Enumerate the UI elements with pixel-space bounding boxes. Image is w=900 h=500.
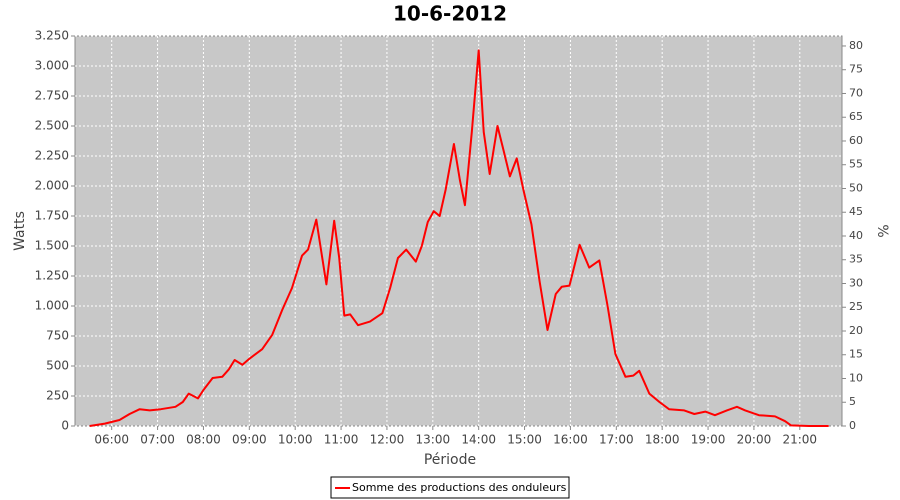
y-tick-label: 2.500 (35, 119, 69, 133)
x-tick-label: 13:00 (416, 433, 451, 447)
y2-tick-label: 15 (849, 348, 863, 361)
x-axis-title: Période (424, 452, 476, 468)
x-tick-label: 08:00 (186, 433, 221, 447)
y2-tick-label: 80 (849, 39, 863, 52)
x-tick-label: 18:00 (645, 433, 680, 447)
y-tick-label: 1.000 (35, 299, 69, 313)
legend-label: Somme des productions des onduleurs (352, 481, 567, 494)
y2-tick-label: 70 (849, 86, 863, 99)
y-tick-label: 1.750 (35, 209, 69, 223)
y-tick-label: 0 (61, 419, 69, 433)
y-tick-label: 250 (46, 389, 69, 403)
y-tick-label: 3.000 (35, 59, 69, 73)
x-tick-label: 14:00 (461, 433, 496, 447)
x-tick-label: 16:00 (553, 433, 588, 447)
y2-tick-label: 0 (849, 419, 856, 432)
x-tick-label: 15:00 (507, 433, 542, 447)
legend: Somme des productions des onduleurs (330, 476, 570, 499)
y2-tick-label: 40 (849, 229, 863, 242)
y-axis-title: Watts (12, 211, 28, 251)
y2-tick-label: 60 (849, 134, 863, 147)
y-tick-label: 750 (46, 329, 69, 343)
x-tick-label: 06:00 (94, 433, 129, 447)
y2-tick-label: 65 (849, 110, 863, 123)
x-tick-label: 11:00 (324, 433, 359, 447)
x-tick-label: 10:00 (278, 433, 313, 447)
y2-tick-label: 55 (849, 158, 863, 171)
y2-tick-label: 10 (849, 371, 863, 384)
y2-tick-label: 75 (849, 63, 863, 76)
y-tick-label: 2.250 (35, 149, 69, 163)
y-tick-label: 2.750 (35, 89, 69, 103)
y-tick-label: 1.250 (35, 269, 69, 283)
y-tick-label: 1.500 (35, 239, 69, 253)
x-tick-label: 12:00 (370, 433, 405, 447)
y2-tick-label: 25 (849, 300, 863, 313)
legend-box (330, 476, 570, 499)
y2-tick-label: 5 (849, 395, 856, 408)
x-tick-label: 21:00 (782, 433, 817, 447)
y2-tick-label: 30 (849, 276, 863, 289)
x-tick-label: 09:00 (232, 433, 267, 447)
plot-area (74, 35, 843, 427)
y2-tick-label: 45 (849, 205, 863, 218)
data-line (89, 49, 829, 427)
chart-title: 10-6-2012 (393, 2, 507, 26)
y-tick-label: 500 (46, 359, 69, 373)
x-tick-label: 19:00 (691, 433, 726, 447)
y2-axis-title: % (874, 224, 890, 237)
x-tick-label: 17:00 (599, 433, 634, 447)
x-tick-label: 07:00 (140, 433, 175, 447)
y2-tick-label: 50 (849, 181, 863, 194)
y-tick-label: 3.250 (35, 29, 69, 43)
y2-tick-label: 35 (849, 253, 863, 266)
y-tick-label: 2.000 (35, 179, 69, 193)
x-tick-label: 20:00 (737, 433, 772, 447)
y2-tick-label: 20 (849, 324, 863, 337)
